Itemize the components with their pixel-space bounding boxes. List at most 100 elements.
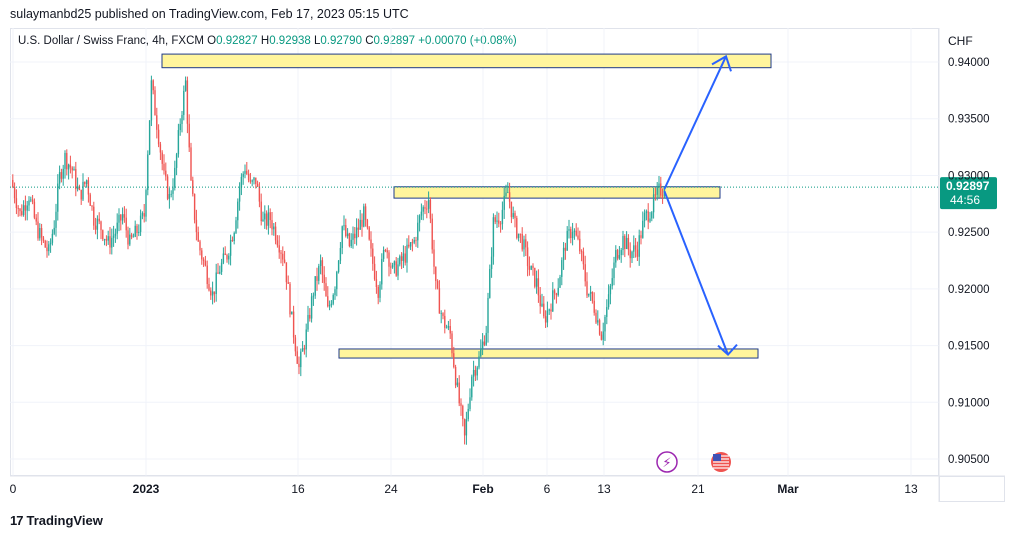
candle-body	[546, 310, 549, 323]
candle-body	[658, 183, 660, 188]
candle-body	[262, 219, 264, 222]
candle-body	[408, 244, 410, 247]
bar-countdown: 44:56	[950, 193, 980, 207]
candle-body	[168, 194, 171, 199]
candle-body	[645, 211, 648, 214]
lightning-event-icon	[656, 451, 678, 473]
candle-body	[377, 287, 379, 298]
candle-body	[651, 212, 653, 219]
candle-body	[586, 281, 588, 296]
candle-body	[147, 154, 149, 191]
candle-body	[573, 230, 576, 232]
candle-body	[577, 235, 579, 239]
x-tick-label: 13	[597, 482, 611, 496]
y-tick-label: 0.91500	[948, 341, 990, 353]
currency-label[interactable]: CHF	[948, 34, 973, 48]
zones-layer	[161, 53, 772, 359]
candle-body	[337, 260, 340, 272]
low-value: 0.92790	[320, 35, 362, 47]
y-tick-label: 0.93500	[948, 114, 990, 126]
candle-body	[235, 220, 237, 233]
candle-body	[571, 231, 574, 239]
candle-body	[426, 208, 428, 210]
candle-body	[98, 218, 100, 222]
candle-body	[451, 333, 453, 354]
candle-body	[138, 231, 140, 234]
candle-body	[627, 237, 630, 250]
candle-body	[298, 363, 300, 368]
candle-body	[177, 130, 180, 155]
tradingview-logo[interactable]: 17 TradingView	[10, 513, 103, 528]
candle-body	[111, 237, 113, 248]
candle-body	[105, 239, 108, 241]
candle-body	[386, 250, 388, 253]
candle-body	[409, 242, 412, 247]
candle-body	[519, 233, 522, 235]
candle-body	[561, 260, 563, 277]
candle-body	[48, 244, 50, 252]
candle-body	[616, 250, 619, 259]
candle-body	[467, 408, 469, 420]
candle-body	[445, 327, 448, 329]
candle-body	[264, 213, 266, 220]
x-tick-label: Mar	[777, 482, 799, 496]
candle-body	[292, 311, 295, 338]
candle-body	[242, 173, 244, 177]
candle-body	[465, 419, 468, 436]
candle-body	[53, 227, 55, 234]
candle-body	[93, 206, 95, 226]
candle-body	[400, 256, 403, 261]
candle-body	[96, 218, 99, 230]
candle-body	[305, 329, 307, 350]
candle-body	[300, 351, 302, 368]
candle-body	[456, 382, 459, 386]
candle-body	[595, 312, 597, 323]
candle-body	[215, 272, 217, 295]
candle-body	[202, 259, 205, 261]
candle-body	[283, 259, 286, 263]
candle-body	[427, 199, 430, 209]
candle-body	[148, 120, 151, 155]
candle-body	[382, 250, 385, 259]
candle-body	[481, 341, 484, 349]
candle-body	[570, 229, 572, 239]
x-tick-label: 6	[544, 482, 551, 496]
candle-body	[210, 290, 212, 296]
candle-body	[78, 186, 81, 190]
candle-body	[503, 195, 505, 210]
candle-body	[152, 80, 154, 91]
candle-body	[192, 180, 194, 194]
candle-body	[116, 222, 118, 234]
candle-body	[609, 286, 612, 295]
candle-body	[310, 296, 313, 319]
candle-body	[175, 154, 178, 168]
candle-body	[334, 289, 336, 295]
up-arrowhead	[711, 54, 732, 72]
candle-body	[607, 294, 610, 308]
candle-body	[136, 225, 138, 234]
candle-body	[339, 248, 342, 261]
candle-body	[485, 332, 487, 345]
candle-body	[145, 190, 147, 217]
candle-body	[161, 152, 163, 164]
candle-body	[372, 248, 374, 264]
candle-body	[444, 315, 446, 328]
open-label: O	[207, 35, 217, 47]
candle-body	[289, 283, 291, 315]
candle-body	[204, 260, 207, 266]
candle-body	[33, 201, 36, 218]
candle-body	[312, 295, 315, 297]
candle-body	[244, 170, 246, 174]
candle-body	[154, 90, 156, 116]
symbol-label[interactable]: U.S. Dollar / Swiss Franc, 4h, FXCM	[18, 35, 204, 47]
x-tick-label: Feb	[472, 482, 493, 496]
candle-body	[217, 272, 219, 274]
candle-body	[197, 232, 199, 242]
candle-body	[521, 233, 523, 250]
candle-body	[233, 232, 235, 242]
candle-body	[143, 213, 145, 217]
candle-body	[285, 262, 288, 283]
candle-body	[66, 152, 68, 170]
axes-layer: 0.94000 0.93500 0.93000 0.92500 0.92000 0.915…	[10, 28, 1005, 502]
